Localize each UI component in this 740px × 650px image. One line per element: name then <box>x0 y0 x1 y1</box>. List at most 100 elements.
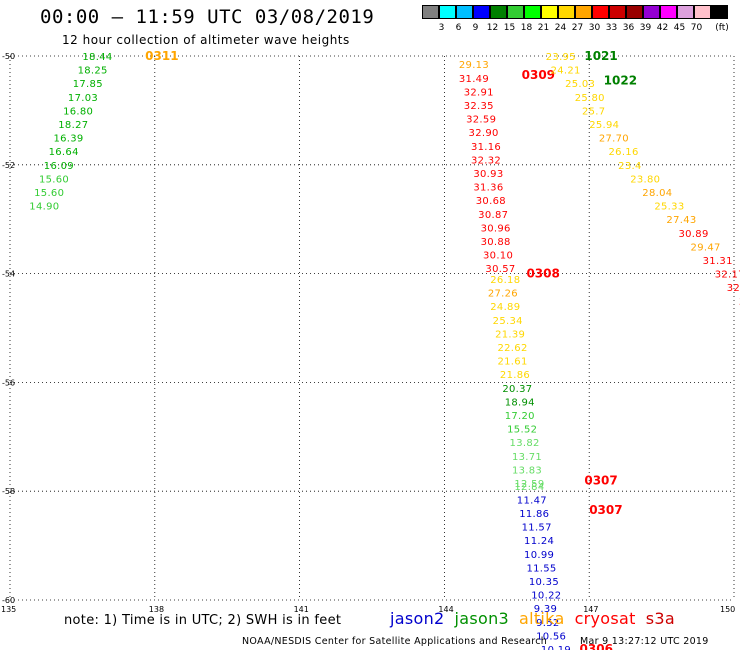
credit-line: NOAA/NESDIS Center for Satellite Applica… <box>242 636 548 647</box>
wave-height-value: 32.91 <box>464 87 494 98</box>
wave-height-value: 21.61 <box>497 357 527 368</box>
wave-height-value: 30.89 <box>678 229 708 240</box>
wave-height-value: 30.38 <box>739 297 740 308</box>
wave-height-value: 13.71 <box>512 452 542 463</box>
color-swatch <box>439 5 456 19</box>
track-7: 25.80 25.7 25.94 27.70 26.16 23.4 23.80 28.04 25… <box>575 73 740 308</box>
generation-timestamp: Mar 9 13:27:12 UTC 2019 <box>580 636 709 647</box>
color-scale-label: 30 <box>588 23 601 33</box>
pass-date-label: 0307 <box>589 503 622 517</box>
wave-height-value: 15.60 <box>34 188 64 199</box>
color-scale-label: 15 <box>503 23 516 33</box>
pass-date-label: 0311 <box>145 49 178 63</box>
color-scale-label: 36 <box>622 23 635 33</box>
wave-height-value: 13.82 <box>510 438 540 449</box>
wave-height-value: 31.36 <box>473 183 503 194</box>
wave-height-value: 25.33 <box>654 202 684 213</box>
wave-height-value: 24.89 <box>490 302 520 313</box>
wave-height-value: 31.49 <box>459 74 489 85</box>
color-scale-unit: (ft) <box>715 23 729 33</box>
wave-height-value: 25.80 <box>575 93 605 104</box>
wave-height-value: 30.68 <box>476 196 506 207</box>
wave-height-value: 11.55 <box>526 563 556 574</box>
longitude-tick-label: 150 <box>720 605 735 614</box>
wave-height-value: 18.94 <box>505 397 535 408</box>
wave-height-value: 27.70 <box>599 134 629 145</box>
wave-height-value: 28.04 <box>642 188 672 199</box>
satellite-tracks: 18.44 18.25 17.85 17.03 16.80 18.27 16.39 16.64… <box>29 49 740 650</box>
wave-height-value: 11.86 <box>519 509 549 520</box>
wave-height-value: 10.99 <box>524 550 554 561</box>
color-swatch <box>694 5 711 19</box>
color-scale-label: 21 <box>537 23 550 33</box>
color-scale-label: 39 <box>639 23 652 33</box>
wave-height-value: 26.16 <box>609 147 639 158</box>
wave-height-value: 27.43 <box>666 215 696 226</box>
track-2: 26.18 27.26 24.89 25.34 21.39 22.62 21.61 21.86… <box>488 267 560 477</box>
wave-height-value: 30.87 <box>478 210 508 221</box>
color-swatch <box>558 5 575 19</box>
satellite-jason2: jason2 <box>390 609 445 628</box>
color-swatch <box>507 5 524 19</box>
color-scale-label: 12 <box>486 23 499 33</box>
pass-date-label: 0307 <box>584 473 617 487</box>
wave-height-value: 9.39 <box>534 604 557 615</box>
color-scale-label: 42 <box>656 23 669 33</box>
wave-height-value: 23.4 <box>618 161 641 172</box>
pass-date-label: 0306 <box>580 642 613 650</box>
color-swatch <box>422 5 439 19</box>
color-swatch <box>711 5 728 19</box>
track-0: 18.44 18.25 17.85 17.03 16.80 18.27 16.39 16.64… <box>29 49 178 213</box>
wave-height-value: 31.31 <box>703 256 733 267</box>
wave-height-value: 10.22 <box>531 591 561 602</box>
wave-height-value: 16.80 <box>63 106 93 117</box>
latitude-tick-label: -56 <box>2 378 15 387</box>
wave-height-value: 15.52 <box>507 425 537 436</box>
map-subtitle: 12 hour collection of altimeter wave hei… <box>62 33 350 47</box>
wave-height-value: 11.57 <box>522 523 552 534</box>
track-6: 23.95 24.21 25.03 1021 <box>546 49 618 90</box>
wave-height-value: 12.59 <box>514 479 544 490</box>
wave-height-value: 32.79 <box>727 283 740 294</box>
wave-height-value: 13.83 <box>512 465 542 476</box>
color-scale-label: 24 <box>554 23 567 33</box>
color-scale-label: 6 <box>455 23 462 33</box>
longitude-tick-label: 135 <box>1 605 16 614</box>
longitude-tick-label: 141 <box>294 605 309 614</box>
color-swatch <box>575 5 592 19</box>
color-swatch <box>541 5 558 19</box>
latitude-tick-label: -50 <box>2 52 15 61</box>
wave-height-value: 14.90 <box>29 202 59 213</box>
color-swatch <box>524 5 541 19</box>
track-1: 29.13 31.49 32.91 32.35 32.59 32.90 31.16 32.32… <box>459 60 555 275</box>
wave-height-value: 31.16 <box>471 142 501 153</box>
color-swatch <box>456 5 473 19</box>
color-swatch <box>592 5 609 19</box>
color-scale-label: 3 <box>438 23 445 33</box>
pass-date-label: 0308 <box>526 267 559 281</box>
wave-height-value: 23.95 <box>546 52 576 63</box>
color-swatch <box>609 5 626 19</box>
color-scale-label: 70 <box>690 23 703 33</box>
track-4: 11.47 11.86 11.57 11.24 10.99 11.55 10.35 10.22… <box>517 495 623 650</box>
pass-date-label: 0309 <box>522 68 555 82</box>
wave-height-value: 17.20 <box>505 411 535 422</box>
longitude-tick-label: 144 <box>438 605 453 614</box>
wave-height-value: 9.52 <box>536 618 559 629</box>
color-scale-label: 18 <box>520 23 533 33</box>
wave-height-value: 11.24 <box>524 536 554 547</box>
wave-height-value: 25.94 <box>589 120 619 131</box>
longitude-tick-label: 147 <box>583 605 598 614</box>
pass-date-label: 1022 <box>604 73 637 87</box>
wave-height-value: 17.03 <box>68 93 98 104</box>
wave-height-value: 29.47 <box>691 242 721 253</box>
map-title: 00:00 – 11:59 UTC 03/08/2019 <box>40 6 375 28</box>
satellite-altika: altika <box>519 609 565 628</box>
wave-height-value: 29.13 <box>459 60 489 71</box>
longitude-tick-label: 138 <box>149 605 164 614</box>
wave-height-value: 11.47 <box>517 495 547 506</box>
wave-height-value: 18.25 <box>78 66 108 77</box>
